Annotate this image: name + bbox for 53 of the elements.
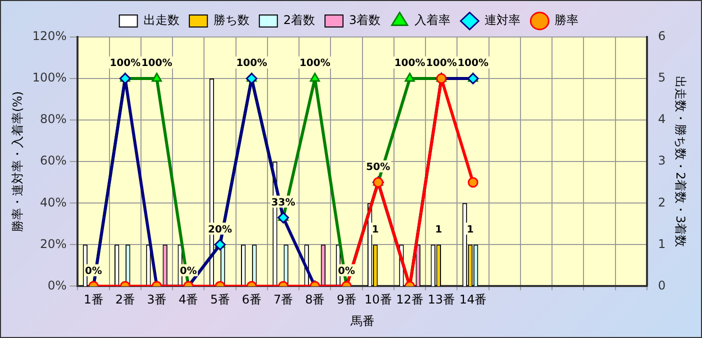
legend-label: 2着数 — [283, 13, 316, 28]
data-label: 100% — [394, 58, 426, 70]
x-tick-label: 14番 — [459, 292, 487, 307]
y-tick-label: 20% — [40, 236, 67, 251]
y-tick-label: 100% — [32, 70, 67, 85]
y-tick-label: 0% — [48, 278, 67, 292]
y-tick-label: 40% — [40, 195, 67, 210]
data-label: 100% — [110, 58, 141, 70]
data-label: 33% — [271, 197, 296, 208]
x-axis-title: 馬番 — [349, 314, 374, 328]
legend-label: 勝ち数 — [213, 13, 250, 28]
y2-tick-label: 3 — [658, 154, 666, 168]
data-label: 100% — [426, 58, 457, 70]
data-label: 1 — [435, 224, 442, 236]
legend-label: 入着率 — [414, 13, 451, 28]
y2-tick-label: 0 — [658, 278, 666, 292]
data-label: 100% — [236, 58, 268, 70]
y2-tick-label: 1 — [658, 236, 666, 251]
data-label: 0% — [85, 266, 102, 277]
data-label: 0% — [180, 266, 197, 277]
x-tick-label: 12番 — [396, 292, 424, 307]
y2-tick-label: 6 — [658, 29, 666, 44]
y2-tick-label: 4 — [658, 112, 666, 126]
x-tick-label: 9番 — [336, 292, 356, 307]
x-tick-label: 13番 — [428, 292, 456, 307]
y2-tick-label: 2 — [658, 195, 666, 210]
data-label: 1 — [372, 224, 379, 236]
x-tick-label: 7番 — [273, 292, 294, 307]
legend-label: 出走数 — [143, 13, 180, 28]
data-label: 50% — [366, 162, 390, 173]
data-label: 20% — [208, 224, 232, 236]
data-label: 100% — [458, 58, 488, 70]
legend-label: 連対率 — [484, 13, 521, 28]
y-tick-label: 120% — [32, 29, 67, 44]
x-tick-label: 3番 — [146, 292, 167, 307]
y-tick-label: 80% — [40, 112, 67, 126]
legend-label: 3着数 — [349, 13, 381, 28]
x-tick-label: 1番 — [84, 292, 104, 307]
y2-axis-title: 出走数・勝ち数・2着数・3着数 — [674, 76, 688, 248]
x-tick-label: 4番 — [178, 292, 198, 307]
x-tick-label: 5番 — [210, 292, 230, 307]
legend-label: 勝率 — [554, 13, 579, 28]
x-tick-label: 8番 — [305, 292, 325, 307]
x-tick-label: 6番 — [242, 292, 262, 307]
y-tick-label: 60% — [40, 154, 67, 168]
x-tick-label: 10番 — [364, 292, 392, 307]
data-label: 100% — [299, 58, 330, 70]
y-axis-title: 勝率・連対率・入着率(%) — [10, 91, 24, 232]
x-tick-label: 2番 — [115, 292, 135, 307]
data-label: 1 — [466, 224, 474, 236]
data-label: 100% — [141, 58, 172, 70]
y2-tick-label: 5 — [658, 70, 666, 85]
data-label: 0% — [338, 266, 356, 277]
